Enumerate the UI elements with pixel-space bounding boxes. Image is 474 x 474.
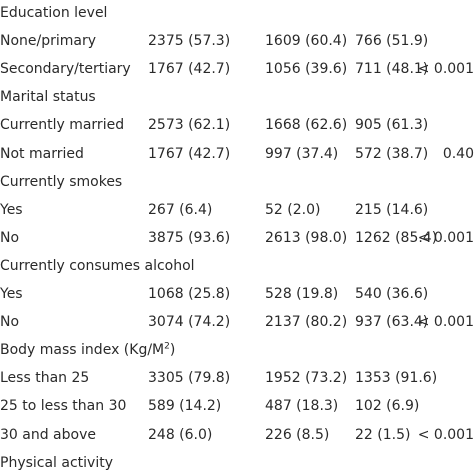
cell: 572 (38.7) <box>355 145 429 162</box>
row-label: Secondary/tertiary <box>0 61 131 78</box>
cell: 1668 (62.6) <box>265 117 348 134</box>
cell: 3875 (93.6) <box>148 229 231 246</box>
superscript: 2 <box>164 341 170 352</box>
row-label: 30 and above <box>0 426 96 443</box>
cell: 2613 (98.0) <box>265 229 348 246</box>
section-text: Currently smokes <box>0 173 123 190</box>
p-value: < 0.001 <box>417 229 474 246</box>
section-header: Currently smokes <box>0 173 122 191</box>
cell: 3074 (74.2) <box>148 314 231 331</box>
cell: 905 (61.3) <box>355 117 429 134</box>
cell: 1609 (60.4) <box>265 33 348 50</box>
section-header: Currently consumes alcohol <box>0 257 195 275</box>
row-label: 25 to less than 30 <box>0 398 127 415</box>
cell: 1262 (85.4) <box>355 229 438 246</box>
section-header: Physical activity <box>0 454 113 472</box>
cell: 1952 (73.2) <box>265 370 348 387</box>
row-label: No <box>0 229 20 246</box>
cell: 540 (36.6) <box>355 286 429 302</box>
cell: 102 (6.9) <box>355 398 420 415</box>
cell: 589 (14.2) <box>148 398 222 415</box>
cell: 1068 (25.8) <box>148 286 231 302</box>
section-text: Body mass index (Kg/M <box>0 342 165 359</box>
p-value: < 0.001 <box>417 426 474 443</box>
section-text: Education level <box>0 5 108 21</box>
cell: 2137 (80.2) <box>265 314 348 331</box>
section-text: Marital status <box>0 89 96 106</box>
cell: 2375 (57.3) <box>148 33 231 50</box>
cell: 248 (6.0) <box>148 426 213 443</box>
row-label: Less than 25 <box>0 370 90 387</box>
cell: 711 (48.1) <box>355 61 429 78</box>
cell: 1056 (39.6) <box>265 61 348 78</box>
section-text: Currently consumes alcohol <box>0 257 195 274</box>
section-text: ) <box>169 342 176 359</box>
cell: 1767 (42.7) <box>148 61 231 78</box>
cell: 22 (1.5) <box>355 426 411 443</box>
row-label: Not married <box>0 145 84 162</box>
cell: 487 (18.3) <box>265 398 339 415</box>
cell: 226 (8.5) <box>265 426 330 443</box>
p-value: < 0.001 <box>417 314 474 331</box>
section-text: Physical activity <box>0 454 114 471</box>
p-value: 0.40 <box>442 145 474 162</box>
cell: 52 (2.0) <box>265 201 321 218</box>
cell: 997 (37.4) <box>265 145 339 162</box>
section-header: Body mass index (Kg/M2) <box>0 341 175 359</box>
cell: 267 (6.4) <box>148 201 213 218</box>
section-header: Education level <box>0 4 107 22</box>
cell: 1767 (42.7) <box>148 145 231 162</box>
cell: 215 (14.6) <box>355 201 429 218</box>
cell: 528 (19.8) <box>265 286 339 302</box>
cell: 937 (63.4) <box>355 314 429 331</box>
p-value: < 0.001 <box>417 61 474 78</box>
row-label: None/primary <box>0 33 97 50</box>
row-label: Yes <box>0 286 23 302</box>
row-label: No <box>0 314 20 331</box>
cell: 3305 (79.8) <box>148 370 231 387</box>
row-label: Currently married <box>0 117 125 134</box>
cell: 2573 (62.1) <box>148 117 231 134</box>
cell: 1353 (91.6) <box>355 370 438 387</box>
row-label: Yes <box>0 201 23 218</box>
cell: 766 (51.9) <box>355 33 429 50</box>
section-header: Marital status <box>0 88 96 106</box>
